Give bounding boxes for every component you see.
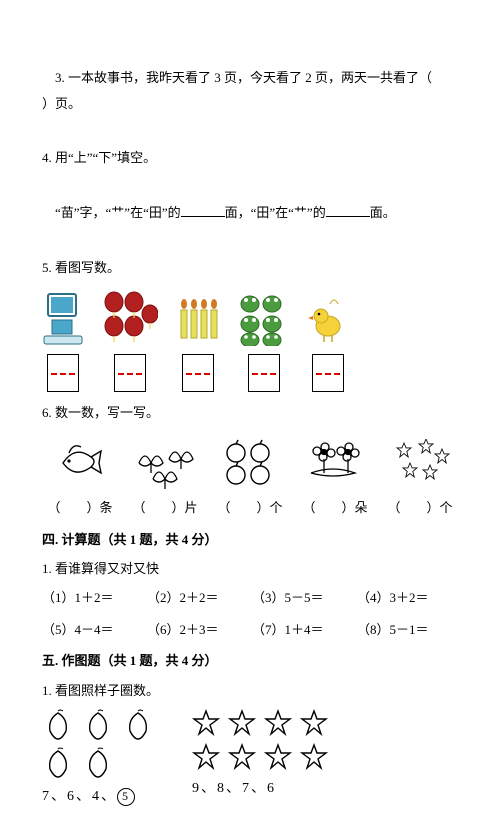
q4-blank-2[interactable] xyxy=(326,202,370,217)
q3-prefix: 3. 一本故事书，我昨天看了 3 页，今天看了 2 页，两天一共看了（ xyxy=(55,70,432,85)
section-4-sub: 1. 看谁算得又对又快 xyxy=(42,556,458,581)
answer-box-2[interactable] xyxy=(114,354,146,392)
leaves-icon xyxy=(131,439,199,489)
peach-caption: 7、6、4、5 xyxy=(42,783,156,810)
answer-box-1[interactable] xyxy=(47,354,79,392)
star-caption: 9、8、7、6 xyxy=(192,775,330,802)
frogs-icon xyxy=(238,290,290,346)
q4-mid: 面，“田”在“艹”的 xyxy=(225,205,326,220)
fish-icon xyxy=(55,433,105,489)
section-5-heading: 五. 作图题（共 1 题，共 4 分） xyxy=(42,648,458,673)
calc-2: （2）2＋2＝ xyxy=(147,585,248,610)
star-icon xyxy=(228,709,256,737)
q6-label-2: （ ）片 xyxy=(132,495,197,520)
question-4-title: 4. 用“上”“下”填空。 xyxy=(42,145,458,170)
answer-box-4[interactable] xyxy=(248,354,280,392)
calc-grid: （1）1＋2＝ （2）2＋2＝ （3）5－5＝ （4）3＋2＝ （5）4－4＝ … xyxy=(42,585,458,642)
lanterns-icon xyxy=(102,290,158,346)
answer-box-5[interactable] xyxy=(312,354,344,392)
q6-label-3: （ ）个 xyxy=(217,495,282,520)
section-5-sub: 1. 看图照样子圈数。 xyxy=(42,678,458,703)
calc-7: （7）1＋4＝ xyxy=(252,617,353,642)
peach-icon xyxy=(82,747,114,779)
q4-end: 面。 xyxy=(370,205,396,220)
star-icon xyxy=(264,709,292,737)
question-4-line: “苗”字，“艹”在“田”的 面，“田”在“艹”的 面。 xyxy=(42,175,458,251)
question-6-title: 6. 数一数，写一写。 xyxy=(42,400,458,425)
q6-label-5: （ ）个 xyxy=(387,495,452,520)
calc-5: （5）4－4＝ xyxy=(42,617,143,642)
peach-icon xyxy=(122,709,154,741)
q6-label-1: （ ）条 xyxy=(47,495,112,520)
star-icon xyxy=(264,743,292,771)
q4-blank-1[interactable] xyxy=(181,202,225,217)
candles-icon xyxy=(176,290,220,346)
star-icon xyxy=(192,743,220,771)
q3-suffix: ）页。 xyxy=(42,96,81,111)
calc-3: （3）5－5＝ xyxy=(252,585,353,610)
section-4-heading: 四. 计算题（共 1 题，共 4 分） xyxy=(42,527,458,552)
peach-icon xyxy=(42,709,74,741)
answer-box-3[interactable] xyxy=(182,354,214,392)
star-icon xyxy=(228,743,256,771)
section-5-figures: 7、6、4、5 9、8、7、6 xyxy=(42,709,458,810)
peach-icon xyxy=(82,709,114,741)
question-5-figures xyxy=(42,290,458,392)
star-icon xyxy=(192,709,220,737)
stars-icon xyxy=(389,439,451,489)
calc-8: （8）5－1＝ xyxy=(357,617,458,642)
calc-1: （1）1＋2＝ xyxy=(42,585,143,610)
circled-number: 5 xyxy=(117,788,135,806)
star-group: 9、8、7、6 xyxy=(192,709,330,802)
q3-blank[interactable] xyxy=(432,70,458,85)
calc-4: （4）3＋2＝ xyxy=(357,585,458,610)
star-icon xyxy=(300,743,328,771)
flowers-icon xyxy=(307,439,363,489)
question-3: 3. 一本故事书，我昨天看了 3 页，今天看了 2 页，两天一共看了（ ）页。 xyxy=(42,40,458,141)
question-5-title: 5. 看图写数。 xyxy=(42,255,458,280)
apples-icon xyxy=(222,439,278,489)
computer-icon xyxy=(42,290,84,346)
q6-label-4: （ ）朵 xyxy=(302,495,367,520)
chick-icon xyxy=(308,290,348,346)
peach-group: 7、6、4、5 xyxy=(42,709,156,810)
peach-icon xyxy=(42,747,74,779)
q4-pre: “苗”字，“艹”在“田”的 xyxy=(55,205,181,220)
calc-6: （6）2＋3＝ xyxy=(147,617,248,642)
star-icon xyxy=(300,709,328,737)
question-6-figures: （ ）条 （ ）片 （ ）个 xyxy=(44,433,456,520)
